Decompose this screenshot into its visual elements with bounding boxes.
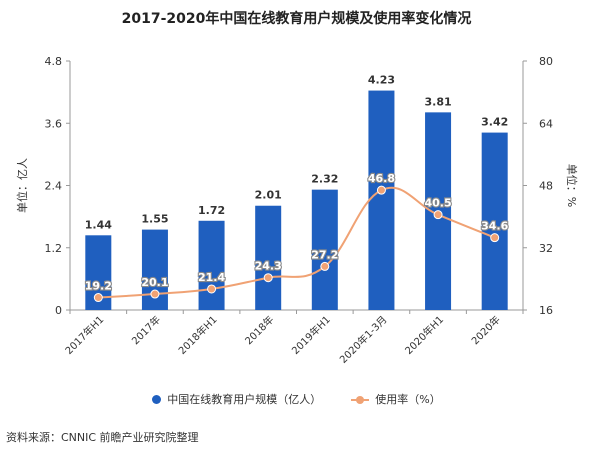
- bar-value-label: 3.81: [424, 95, 451, 108]
- usage-rate-point: [433, 210, 443, 220]
- usage-rate-label: 40.5: [424, 197, 451, 210]
- usage-rate-point: [320, 261, 330, 271]
- x-tick-label: 2019年H1: [289, 313, 333, 357]
- y-tick-label-left: 4.8: [45, 55, 63, 68]
- bar-value-label: 2.01: [255, 189, 282, 202]
- usage-rate-label: 21.4: [198, 271, 225, 284]
- x-tick-label: 2017年H1: [62, 313, 106, 357]
- chart-title: 2017-2020年中国在线教育用户规模及使用率变化情况: [121, 11, 472, 27]
- bar-value-label: 1.55: [141, 213, 168, 226]
- bar: [255, 205, 282, 310]
- legend-marker-line: [351, 395, 370, 404]
- usage-rate-label: 20.1: [141, 276, 168, 289]
- usage-rate-point: [263, 273, 273, 283]
- y-axis-right-title: 单位：%: [565, 164, 579, 207]
- x-tick-label: 2018年: [242, 313, 276, 347]
- x-tick-label: 2020年H1: [402, 313, 446, 357]
- bar: [368, 90, 395, 310]
- bar: [311, 189, 338, 310]
- usage-rate-label: 27.2: [311, 248, 338, 261]
- x-tick-label: 2020年: [469, 313, 503, 347]
- y-tick-label-left: 0: [55, 304, 62, 317]
- usage-rate-point: [207, 284, 217, 294]
- x-tick-label: 2018年H1: [176, 313, 220, 357]
- usage-rate-point: [150, 289, 160, 299]
- bar: [481, 132, 508, 310]
- y-tick-label-right: 80: [539, 55, 553, 68]
- usage-rate-point: [93, 293, 103, 303]
- usage-rate-line: [98, 186, 496, 299]
- x-tick-label: 2020年1-3月: [337, 313, 390, 366]
- legend: 中国在线教育用户规模（亿人） 使用率（%）: [0, 391, 593, 407]
- legend-label-rate: 使用率（%）: [375, 393, 441, 406]
- usage-rate-point: [490, 233, 500, 243]
- usage-rate-label: 24.3: [255, 260, 282, 273]
- y-tick-label-right: 32: [539, 242, 553, 255]
- y-tick-label-right: 64: [539, 117, 553, 130]
- y-tick-label-right: 48: [539, 180, 553, 193]
- legend-label-users: 中国在线教育用户规模（亿人）: [167, 393, 322, 406]
- bar-value-label: 1.72: [198, 204, 225, 217]
- y-tick-label-left: 1.2: [45, 242, 63, 255]
- usage-rate-label: 19.2: [85, 280, 112, 293]
- bar-value-label: 1.44: [85, 218, 112, 231]
- usage-rate-label: 46.8: [368, 172, 395, 185]
- bar: [198, 220, 225, 310]
- y-tick-label-right: 16: [539, 304, 553, 317]
- usage-rate-label: 34.6: [481, 220, 508, 233]
- y-tick-label-left: 3.6: [45, 117, 63, 130]
- bar-value-label: 4.23: [368, 74, 395, 87]
- y-tick-label-left: 2.4: [45, 180, 63, 193]
- usage-rate-point: [376, 185, 386, 195]
- bar-value-label: 2.32: [311, 173, 338, 186]
- legend-item-rate: 使用率（%）: [351, 391, 441, 407]
- legend-item-users: 中国在线教育用户规模（亿人）: [152, 391, 321, 407]
- x-tick-label: 2017年: [129, 313, 163, 347]
- legend-marker-bar: [152, 394, 162, 404]
- y-axis-left-title: 单位：亿人: [15, 158, 29, 213]
- source-note: 资料来源：CNNIC 前瞻产业研究院整理: [6, 431, 199, 444]
- bar-value-label: 3.42: [481, 116, 508, 129]
